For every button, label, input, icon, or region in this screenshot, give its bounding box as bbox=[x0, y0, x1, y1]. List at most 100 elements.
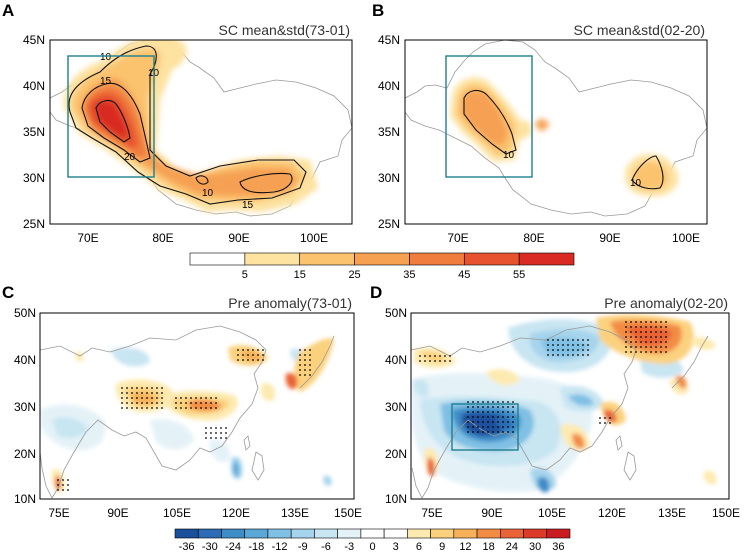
stipple-dot bbox=[237, 354, 239, 356]
stipple-dot bbox=[156, 387, 158, 389]
stipple-dot bbox=[247, 354, 249, 356]
stipple-dot bbox=[299, 359, 301, 361]
stipple-dot bbox=[497, 401, 499, 403]
stipple-dot bbox=[200, 407, 202, 409]
x-tick: 120E bbox=[598, 506, 626, 520]
stipple-dot bbox=[609, 422, 611, 424]
stipple-dot bbox=[635, 346, 637, 348]
stipple-dot bbox=[640, 336, 642, 338]
stipple-dot bbox=[572, 349, 574, 351]
stipple-dot bbox=[185, 397, 187, 399]
coastline-japan bbox=[299, 335, 335, 389]
stipple-dot bbox=[161, 392, 163, 394]
colorbar-cell bbox=[523, 528, 548, 539]
stipple-dot bbox=[304, 354, 306, 356]
x-tick: 120E bbox=[222, 506, 250, 520]
colorbar-cell bbox=[354, 252, 410, 266]
stipple-dot bbox=[630, 341, 632, 343]
colorbar-label: -6 bbox=[321, 541, 331, 553]
stipple-dot bbox=[141, 387, 143, 389]
stipple-dot bbox=[609, 417, 611, 419]
stipple-dot bbox=[237, 349, 239, 351]
stipple-dot bbox=[512, 406, 514, 408]
colorbar-cell bbox=[244, 528, 269, 539]
stipple-dot bbox=[156, 397, 158, 399]
stipple-dot bbox=[665, 351, 667, 353]
stipple-dot bbox=[121, 402, 123, 404]
stipple-dot bbox=[587, 339, 589, 341]
stipple-dot bbox=[660, 351, 662, 353]
stipple-dot bbox=[215, 397, 217, 399]
stipple-dot bbox=[512, 431, 514, 433]
stipple-dot bbox=[299, 354, 301, 356]
stipple-dot bbox=[482, 426, 484, 428]
plateau-outline bbox=[405, 40, 707, 217]
y-tick: 45N bbox=[23, 33, 45, 47]
stipple-dot bbox=[215, 407, 217, 409]
stipple-dot bbox=[645, 351, 647, 353]
stipple-dot bbox=[625, 351, 627, 353]
anomaly-shading bbox=[40, 338, 334, 492]
stipple-dot bbox=[625, 336, 627, 338]
stipple-dot bbox=[200, 397, 202, 399]
stipple-dot bbox=[299, 374, 301, 376]
stipple-dot bbox=[487, 431, 489, 433]
significance-stippling bbox=[57, 321, 667, 491]
stipple-dot bbox=[492, 411, 494, 413]
x-tick: 90E bbox=[107, 506, 128, 520]
stipple-dot bbox=[67, 484, 69, 486]
analysis-box-d bbox=[451, 403, 519, 451]
stipple-dot bbox=[62, 489, 64, 491]
stipple-dot bbox=[190, 402, 192, 404]
stipple-dot bbox=[567, 354, 569, 356]
stipple-dot bbox=[180, 397, 182, 399]
stipple-dot bbox=[482, 406, 484, 408]
colorbar-cell bbox=[407, 528, 431, 539]
stipple-dot bbox=[180, 407, 182, 409]
stipple-dot bbox=[467, 431, 469, 433]
stipple-dot bbox=[309, 349, 311, 351]
stipple-dot bbox=[141, 402, 143, 404]
stipple-dot bbox=[502, 426, 504, 428]
stipple-dot bbox=[630, 351, 632, 353]
stipple-dot bbox=[309, 374, 311, 376]
colorbar-cell bbox=[499, 528, 524, 539]
stipple-dot bbox=[625, 346, 627, 348]
stipple-dot bbox=[161, 407, 163, 409]
stipple-dot bbox=[660, 321, 662, 323]
stipple-dot bbox=[477, 406, 479, 408]
stipple-dot bbox=[439, 360, 441, 362]
stipple-dot bbox=[562, 339, 564, 341]
stipple-dot bbox=[195, 402, 197, 404]
stipple-dot bbox=[645, 326, 647, 328]
stipple-dot bbox=[472, 426, 474, 428]
stipple-dot bbox=[557, 344, 559, 346]
stipple-dot bbox=[146, 397, 148, 399]
stipple-dot bbox=[567, 349, 569, 351]
stipple-dot bbox=[587, 349, 589, 351]
colorbar-label: -12 bbox=[272, 541, 288, 553]
stipple-dot bbox=[309, 359, 311, 361]
stipple-dot bbox=[482, 401, 484, 403]
colorbar-label: 18 bbox=[483, 541, 495, 553]
panel-label-c: C bbox=[2, 283, 14, 302]
stipple-dot bbox=[552, 344, 554, 346]
y-tick: 20N bbox=[385, 447, 407, 461]
stipple-dot bbox=[645, 331, 647, 333]
stipple-dot bbox=[635, 321, 637, 323]
stipple-dot bbox=[444, 360, 446, 362]
stipple-dot bbox=[577, 339, 579, 341]
stipple-dot bbox=[625, 341, 627, 343]
stipple-dot bbox=[645, 346, 647, 348]
colorbar-cell bbox=[337, 528, 362, 539]
stipple-dot bbox=[665, 336, 667, 338]
x-tick: 150E bbox=[334, 506, 362, 520]
stipple-dot bbox=[309, 354, 311, 356]
stipple-dot bbox=[635, 351, 637, 353]
ticks-a: 45N 40N 35N 30N 25N 70E 80E 90E 100E bbox=[23, 33, 328, 245]
stipple-dot bbox=[482, 431, 484, 433]
stipple-dot bbox=[242, 349, 244, 351]
panel-a: A SC mean&std(73-01) 10 10 15 bbox=[2, 1, 353, 245]
panel-title-a: SC mean&std(73-01) bbox=[218, 22, 350, 38]
x-tick: 100E bbox=[672, 231, 700, 245]
